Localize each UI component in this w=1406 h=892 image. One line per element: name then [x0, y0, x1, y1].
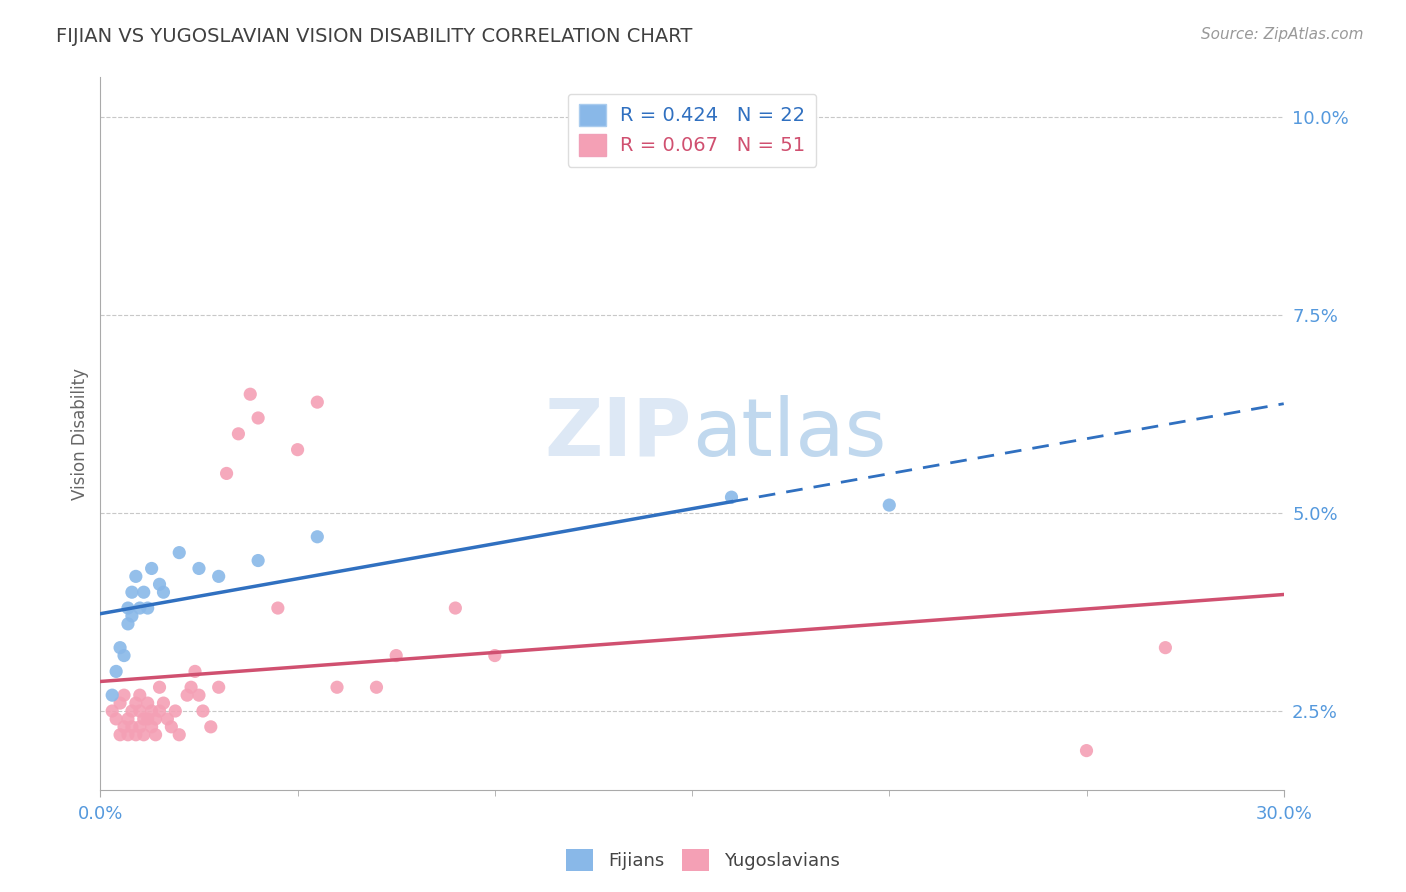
Point: [184, 665, 207, 679]
Point: [117, 601, 139, 615]
Point: [117, 728, 139, 742]
Point: [188, 688, 211, 702]
Point: [160, 720, 183, 734]
Point: [148, 680, 170, 694]
Point: [141, 561, 163, 575]
Point: [101, 704, 124, 718]
Y-axis label: Vision Disability: Vision Disability: [72, 368, 89, 500]
Point: [208, 680, 231, 694]
Point: [176, 688, 198, 702]
Point: [247, 553, 270, 567]
Point: [128, 601, 150, 615]
Point: [366, 680, 388, 694]
Point: [141, 720, 163, 734]
Point: [152, 696, 174, 710]
Point: [307, 395, 329, 409]
Point: [247, 411, 270, 425]
Text: FIJIAN VS YUGOSLAVIAN VISION DISABILITY CORRELATION CHART: FIJIAN VS YUGOSLAVIAN VISION DISABILITY …: [56, 27, 693, 45]
Point: [121, 704, 143, 718]
Point: [108, 696, 131, 710]
Text: atlas: atlas: [692, 395, 886, 473]
Point: [121, 720, 143, 734]
Point: [167, 546, 190, 560]
Point: [167, 728, 190, 742]
Point: [165, 704, 187, 718]
Point: [108, 640, 131, 655]
Point: [180, 680, 202, 694]
Point: [307, 530, 329, 544]
Point: [128, 704, 150, 718]
Text: Source: ZipAtlas.com: Source: ZipAtlas.com: [1201, 27, 1364, 42]
Point: [105, 712, 128, 726]
Point: [267, 601, 290, 615]
Point: [112, 648, 135, 663]
Point: [208, 569, 231, 583]
Point: [484, 648, 506, 663]
Point: [156, 712, 179, 726]
Point: [1154, 640, 1177, 655]
Point: [191, 704, 214, 718]
Point: [444, 601, 467, 615]
Legend: Fijians, Yugoslavians: Fijians, Yugoslavians: [560, 842, 846, 879]
Point: [145, 728, 167, 742]
Point: [326, 680, 349, 694]
Point: [239, 387, 262, 401]
Point: [228, 426, 250, 441]
Point: [188, 561, 211, 575]
Point: [108, 728, 131, 742]
Point: [132, 728, 155, 742]
Point: [101, 688, 124, 702]
Point: [125, 728, 148, 742]
Point: [145, 712, 167, 726]
Point: [128, 720, 150, 734]
Point: [128, 688, 150, 702]
Point: [385, 648, 408, 663]
Text: ZIP: ZIP: [544, 395, 692, 473]
Point: [105, 665, 128, 679]
Point: [112, 688, 135, 702]
Point: [136, 601, 159, 615]
Point: [121, 609, 143, 624]
Point: [117, 616, 139, 631]
Point: [141, 704, 163, 718]
Point: [1076, 743, 1098, 757]
Point: [125, 569, 148, 583]
Point: [132, 585, 155, 599]
Point: [132, 712, 155, 726]
Point: [877, 498, 900, 512]
Point: [136, 696, 159, 710]
Point: [121, 585, 143, 599]
Point: [148, 704, 170, 718]
Point: [215, 467, 238, 481]
Point: [112, 720, 135, 734]
Point: [200, 720, 222, 734]
Point: [720, 490, 742, 504]
Point: [136, 712, 159, 726]
Point: [287, 442, 309, 457]
Legend: R = 0.424   N = 22, R = 0.067   N = 51: R = 0.424 N = 22, R = 0.067 N = 51: [568, 94, 817, 167]
Point: [148, 577, 170, 591]
Point: [152, 585, 174, 599]
Point: [125, 696, 148, 710]
Point: [117, 712, 139, 726]
